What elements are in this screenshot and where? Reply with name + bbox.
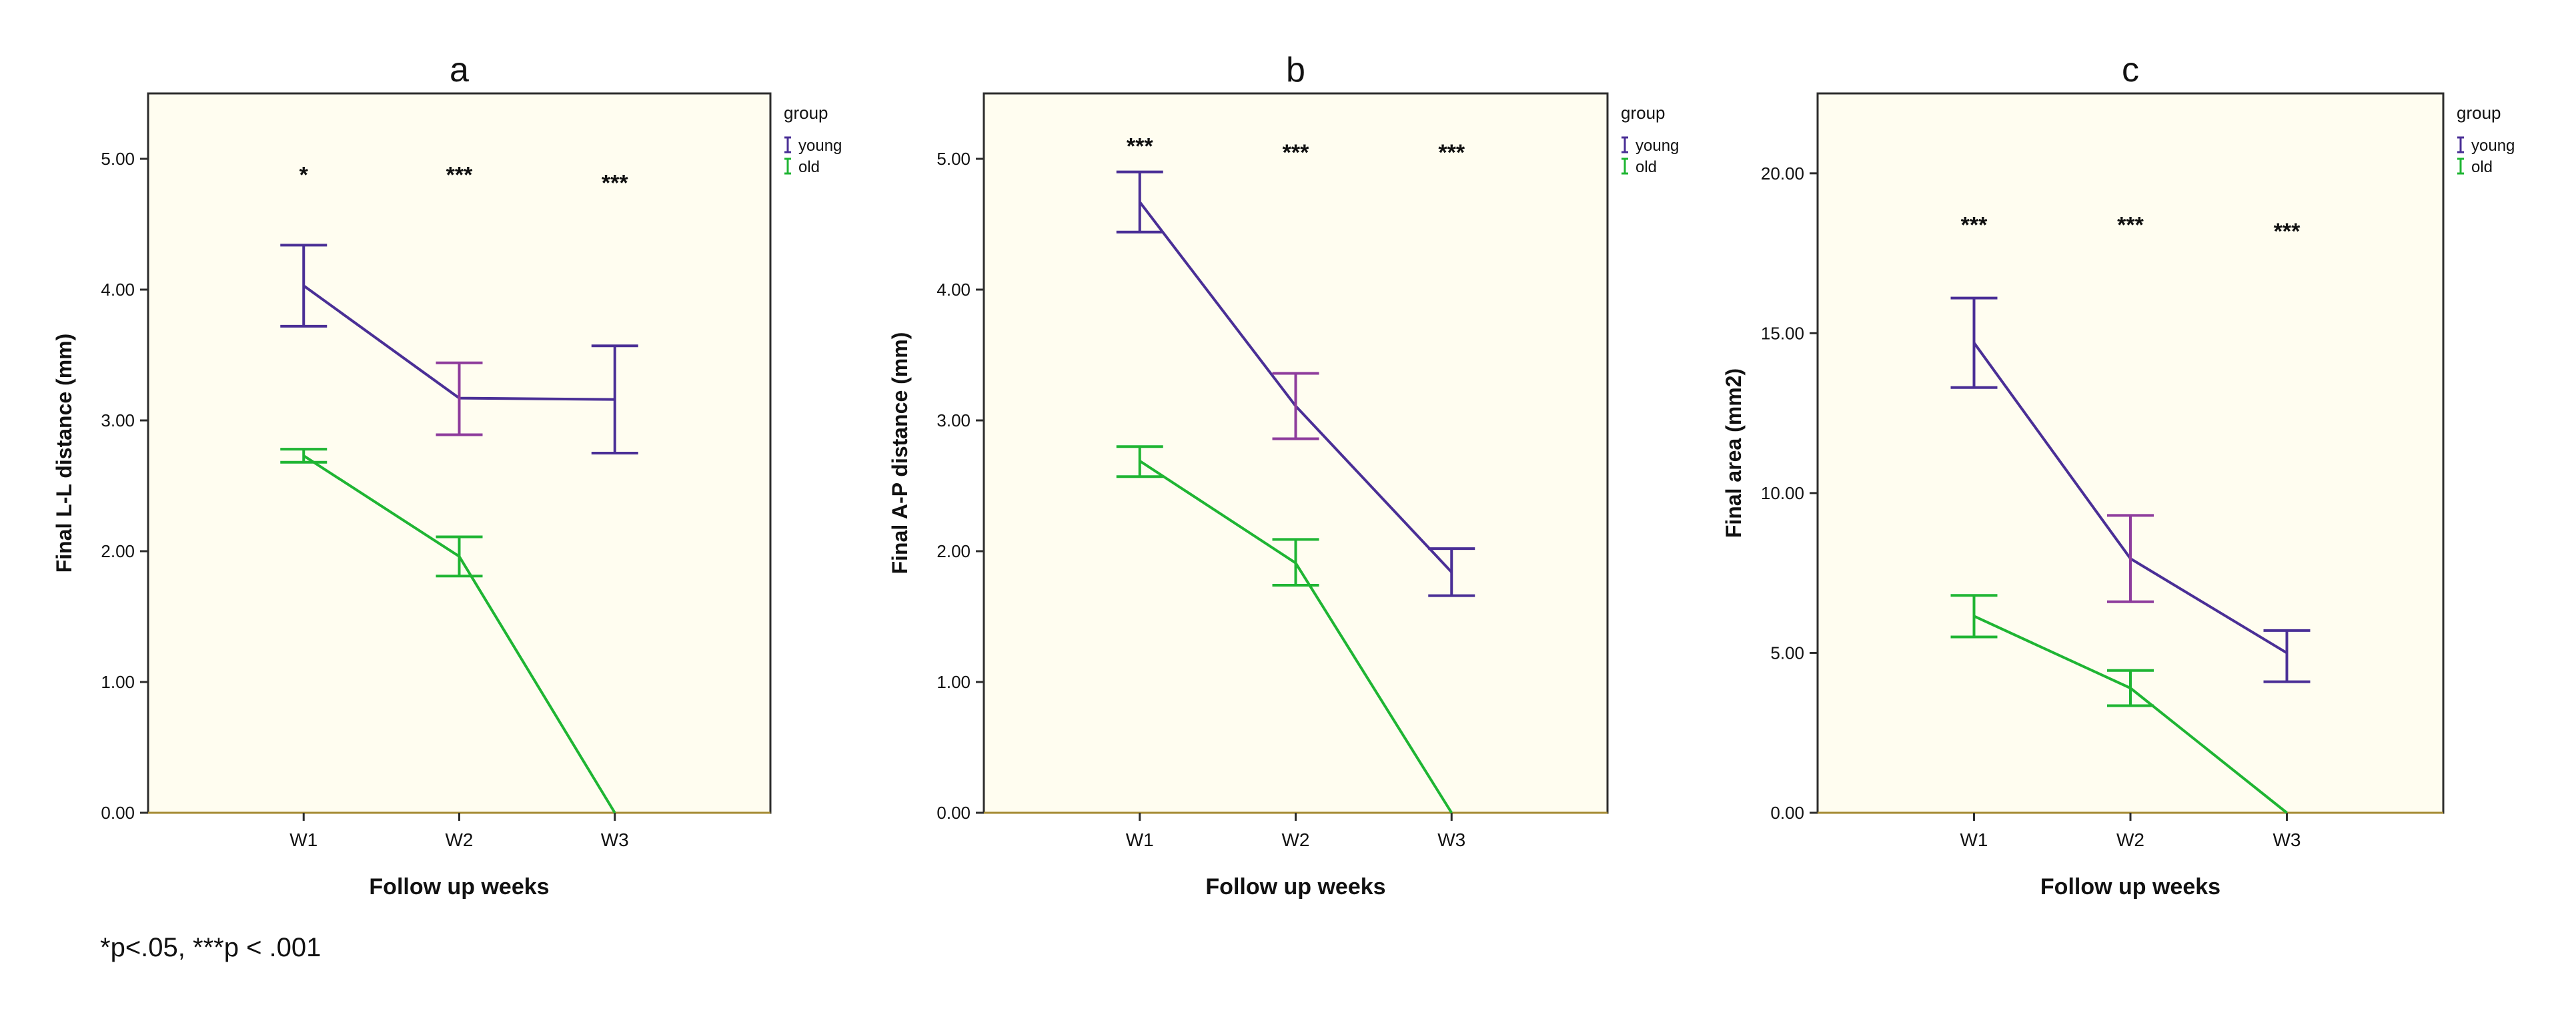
y-tick-label: 5.00 <box>936 149 971 169</box>
legend-entry-old: old <box>798 158 820 176</box>
significance-marker: *** <box>1961 212 1988 238</box>
plot-area <box>983 92 1609 814</box>
y-tick-label: 3.00 <box>101 410 135 430</box>
significance-marker: *** <box>1127 133 1153 159</box>
y-tick-label: 1.00 <box>101 672 135 692</box>
y-tick-label: 5.00 <box>1770 643 1804 663</box>
y-tick-label: 20.00 <box>1761 163 1804 184</box>
y-tick-label: 0.00 <box>101 803 135 823</box>
y-tick-label: 3.00 <box>936 410 971 430</box>
x-axis-label: Follow up weeks <box>2040 874 2220 900</box>
legend-title: group <box>1621 103 1666 123</box>
legend-entry-old: old <box>1636 158 1657 176</box>
y-axis-label: Final area (mm2) <box>1722 368 1746 538</box>
legend-entry-young: young <box>1636 137 1679 155</box>
x-tick-label: W1 <box>289 829 317 850</box>
chart-title: b <box>1286 51 1305 89</box>
plot-area <box>147 92 772 814</box>
legend-entry-young: young <box>798 137 842 155</box>
x-axis-label: Follow up weeks <box>369 874 549 900</box>
y-tick-label: 15.00 <box>1761 323 1804 343</box>
chart-title: c <box>2122 51 2139 89</box>
significance-footnote: *p<.05, ***p < .001 <box>100 933 321 962</box>
chart-panel-c: c 0.00 5.00 10.00 15.00 20.00 W1 W2 W3 Follow up … <box>1722 51 2515 900</box>
chart-panel-b: b 0.00 1.00 2.00 3.00 4.00 5.00 W1 W2 W3 Follow up… <box>888 51 1679 900</box>
y-tick-label: 2.00 <box>936 541 971 561</box>
significance-marker: *** <box>602 170 628 196</box>
x-tick-label: W3 <box>601 829 629 850</box>
y-tick-label: 10.00 <box>1761 483 1804 503</box>
y-axis-label: Final L-L distance (mm) <box>52 334 76 573</box>
y-axis-label: Final A-P distance (mm) <box>888 332 912 575</box>
x-axis-label: Follow up weeks <box>1205 874 1385 900</box>
x-tick-label: W2 <box>2116 829 2144 850</box>
y-tick-label: 4.00 <box>101 280 135 300</box>
x-tick-label: W1 <box>1960 829 1988 850</box>
legend-title: group <box>784 103 828 123</box>
legend-entry-young: young <box>2471 137 2515 155</box>
y-tick-label: 5.00 <box>101 149 135 169</box>
chart-title: a <box>450 51 469 89</box>
y-tick-label: 1.00 <box>936 672 971 692</box>
significance-marker: *** <box>2274 219 2301 244</box>
y-tick-label: 2.00 <box>101 541 135 561</box>
y-tick-label: 0.00 <box>1770 803 1804 823</box>
y-tick-label: 4.00 <box>936 280 971 300</box>
significance-marker: *** <box>1283 140 1309 165</box>
x-tick-label: W2 <box>1282 829 1310 850</box>
x-tick-label: W1 <box>1126 829 1154 850</box>
x-tick-label: W3 <box>2273 829 2301 850</box>
significance-marker: * <box>299 163 309 188</box>
chart-panel-a: a 0.00 1.00 2.00 3.00 4.00 5.00 W1 W2 W3 Follow up… <box>52 51 842 900</box>
significance-marker: *** <box>446 163 473 188</box>
x-tick-label: W3 <box>1437 829 1465 850</box>
significance-marker: *** <box>2117 212 2144 238</box>
y-tick-label: 0.00 <box>936 803 971 823</box>
legend-entry-old: old <box>2471 158 2493 176</box>
x-tick-label: W2 <box>446 829 474 850</box>
significance-marker: *** <box>1438 140 1465 165</box>
legend-title: group <box>2457 103 2501 123</box>
